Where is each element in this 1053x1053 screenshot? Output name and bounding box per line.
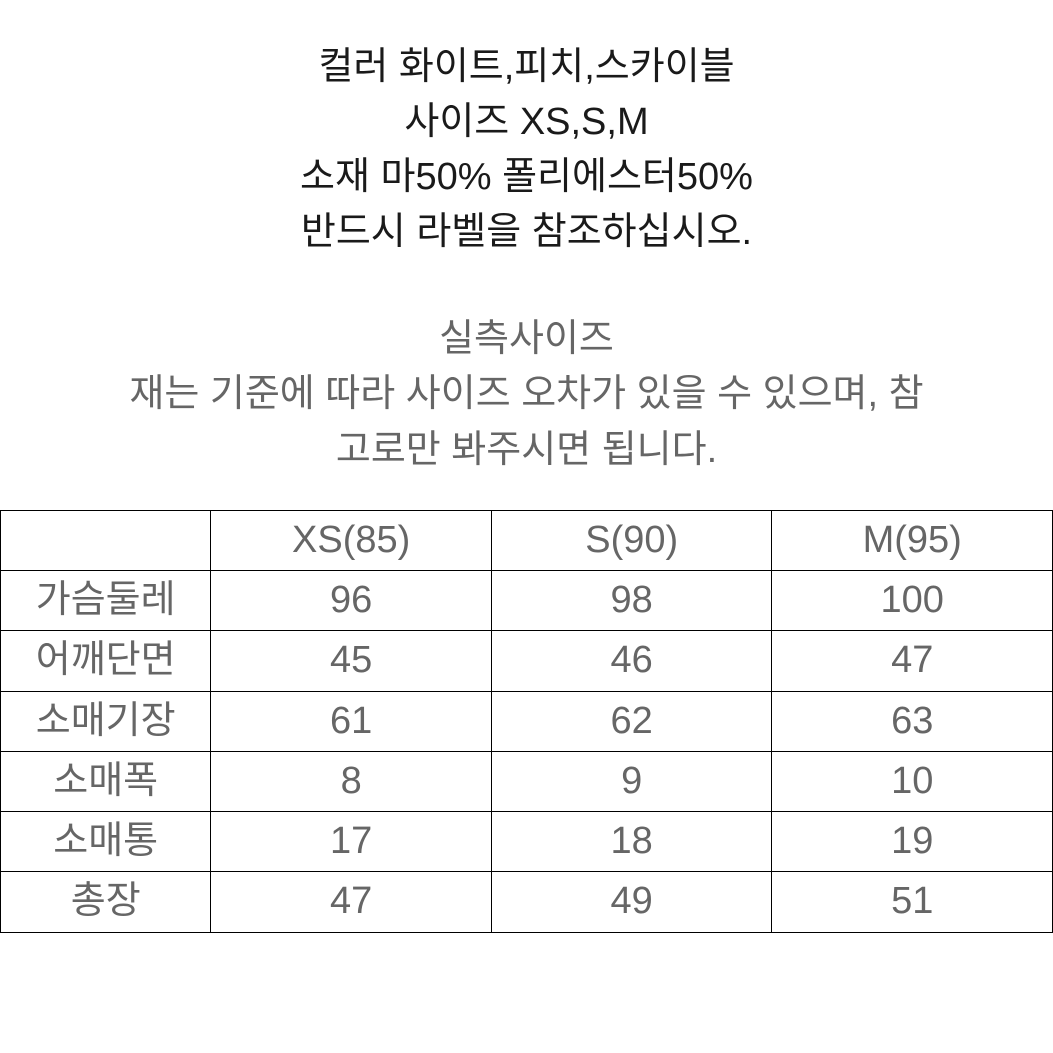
measurement-subtitle-block: 실측사이즈 재는 기준에 따라 사이즈 오차가 있을 수 있으며, 참 고로만 … xyxy=(0,312,1053,477)
cell-value: 46 xyxy=(491,631,772,691)
cell-value: 98 xyxy=(491,570,772,630)
measurement-note-line1: 재는 기준에 따라 사이즈 오차가 있을 수 있으며, 참 xyxy=(8,367,1045,422)
measurement-heading: 실측사이즈 xyxy=(8,312,1045,367)
table-row: 소매기장 61 62 63 xyxy=(1,691,1053,751)
row-label-sleeve-width: 소매폭 xyxy=(1,751,211,811)
info-size-line: 사이즈 XS,S,M xyxy=(0,95,1053,150)
table-row: 소매폭 8 9 10 xyxy=(1,751,1053,811)
table-header-row: XS(85) S(90) M(95) xyxy=(1,510,1053,570)
product-info-block: 컬러 화이트,피치,스카이블 사이즈 XS,S,M 소재 마50% 폴리에스터5… xyxy=(0,40,1053,260)
cell-value: 61 xyxy=(211,691,492,751)
table-header-empty xyxy=(1,510,211,570)
row-label-shoulder: 어깨단면 xyxy=(1,631,211,691)
cell-value: 47 xyxy=(772,631,1053,691)
table-header-xs: XS(85) xyxy=(211,510,492,570)
cell-value: 51 xyxy=(772,872,1053,932)
table-row: 총장 47 49 51 xyxy=(1,872,1053,932)
table-header-s: S(90) xyxy=(491,510,772,570)
table-row: 가슴둘레 96 98 100 xyxy=(1,570,1053,630)
cell-value: 10 xyxy=(772,751,1053,811)
cell-value: 49 xyxy=(491,872,772,932)
cell-value: 9 xyxy=(491,751,772,811)
info-material-line: 소재 마50% 폴리에스터50% xyxy=(0,150,1053,205)
table-row: 어깨단면 45 46 47 xyxy=(1,631,1053,691)
cell-value: 45 xyxy=(211,631,492,691)
info-label-note-line: 반드시 라벨을 참조하십시오. xyxy=(0,205,1053,260)
cell-value: 8 xyxy=(211,751,492,811)
table-row: 소매통 17 18 19 xyxy=(1,812,1053,872)
size-chart-table: XS(85) S(90) M(95) 가슴둘레 96 98 100 어깨단면 4… xyxy=(0,510,1053,933)
info-color-line: 컬러 화이트,피치,스카이블 xyxy=(0,40,1053,95)
row-label-total-length: 총장 xyxy=(1,872,211,932)
row-label-sleeve-length: 소매기장 xyxy=(1,691,211,751)
cell-value: 47 xyxy=(211,872,492,932)
row-label-chest: 가슴둘레 xyxy=(1,570,211,630)
row-label-sleeve-opening: 소매통 xyxy=(1,812,211,872)
cell-value: 96 xyxy=(211,570,492,630)
measurement-note-line2: 고로만 봐주시면 됩니다. xyxy=(8,423,1045,478)
cell-value: 18 xyxy=(491,812,772,872)
cell-value: 17 xyxy=(211,812,492,872)
cell-value: 62 xyxy=(491,691,772,751)
cell-value: 63 xyxy=(772,691,1053,751)
cell-value: 19 xyxy=(772,812,1053,872)
cell-value: 100 xyxy=(772,570,1053,630)
table-header-m: M(95) xyxy=(772,510,1053,570)
